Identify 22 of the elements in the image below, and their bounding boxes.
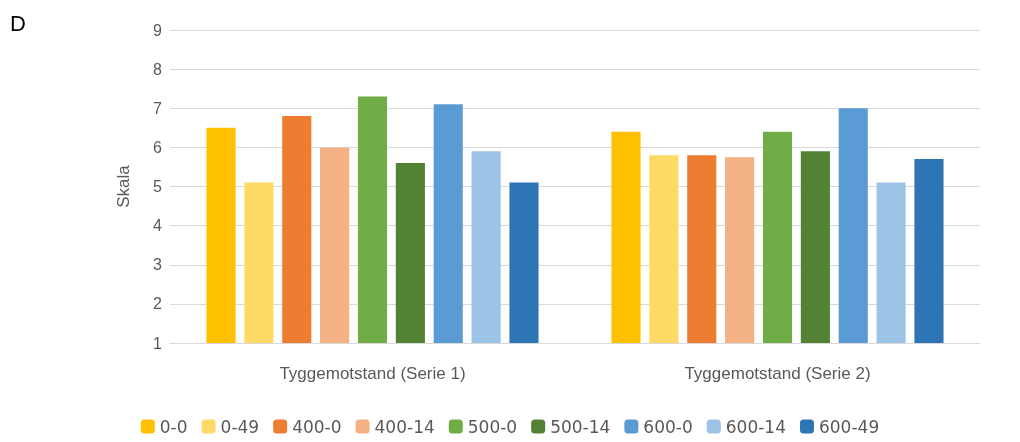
- x-tick-label: Tyggemotstand (Serie 2): [684, 364, 871, 383]
- y-tick-label: 5: [153, 178, 163, 195]
- y-tick-label: 4: [153, 217, 163, 235]
- y-tick-label: 9: [153, 21, 163, 39]
- y-tick-label: 8: [153, 60, 163, 78]
- y-tick-label: 6: [153, 138, 163, 156]
- y-axis-title: Skala: [114, 164, 133, 208]
- y-tick-label: 7: [153, 99, 163, 117]
- y-tick-label: 3: [153, 256, 163, 274]
- legend-label: 600-14: [725, 416, 786, 437]
- y-tick-label: 1: [153, 334, 163, 352]
- legend-label: 0-0: [159, 416, 188, 437]
- legend-label: 600-0: [643, 416, 693, 437]
- legend-label: 500-14: [550, 416, 611, 437]
- legend-label: 600-49: [818, 416, 880, 437]
- legend-label: 400-0: [292, 416, 342, 437]
- legend-label: 400-14: [374, 416, 435, 437]
- x-tick-label: Tyggemotstand (Serie 1): [279, 364, 466, 383]
- legend-label: 500-0: [467, 416, 518, 437]
- legend-label: 0-49: [220, 416, 260, 437]
- y-tick-label: 2: [153, 295, 163, 313]
- text: D: [10, 10, 26, 36]
